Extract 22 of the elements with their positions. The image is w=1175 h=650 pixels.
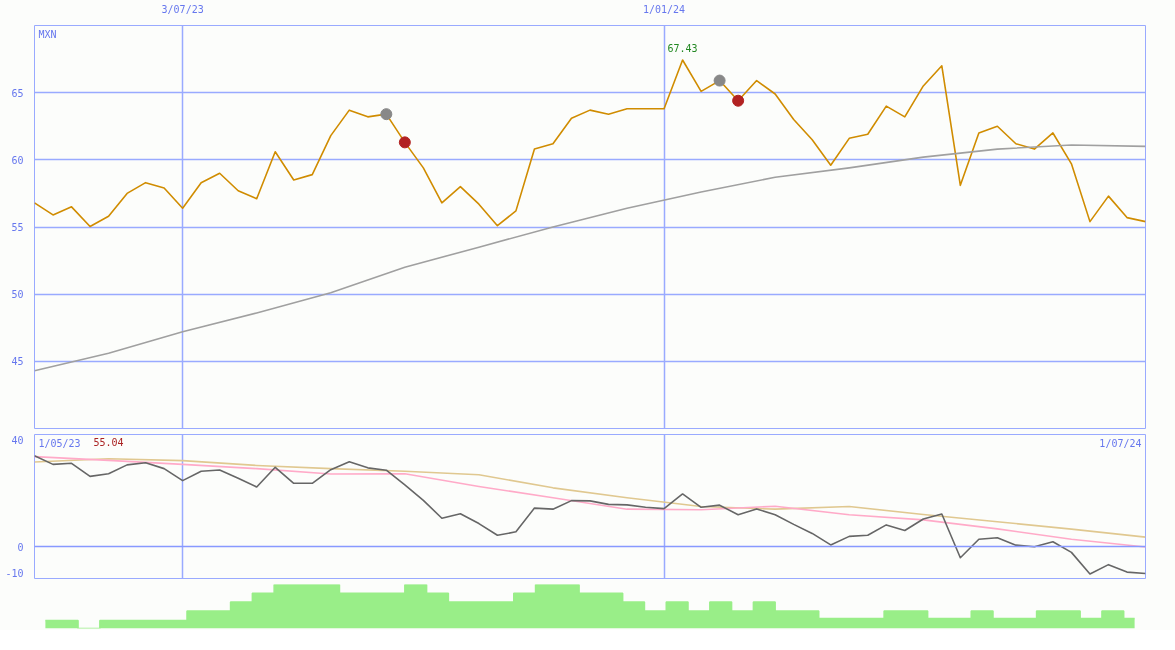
- point: [732, 94, 745, 107]
- y-tick-label: 55: [11, 222, 24, 233]
- point: [398, 136, 411, 149]
- line-series: [34, 455, 1146, 575]
- x-tick-label: 3/07/23: [161, 3, 204, 15]
- point: [713, 74, 726, 87]
- y-tick-label: 60: [11, 154, 24, 166]
- point: [380, 108, 393, 121]
- x-tick-label: 1/01/24: [642, 3, 686, 15]
- y-tick-label: 50: [11, 289, 24, 301]
- annotation: 67.43: [667, 43, 698, 55]
- line-series: [34, 144, 1146, 372]
- annotation: 55.04: [93, 436, 124, 448]
- annotation: 1/07/24: [1099, 437, 1142, 449]
- y-tick-label: 0: [17, 541, 24, 553]
- annotation: 1/05/23: [38, 437, 81, 449]
- y-tick-label: 65: [11, 87, 24, 99]
- y-tick-label: 40: [11, 434, 24, 446]
- y-tick-label: -10: [5, 568, 24, 580]
- y-tick-label: 45: [11, 356, 24, 368]
- annotation: MXN: [38, 28, 57, 40]
- line-series: [34, 59, 1146, 228]
